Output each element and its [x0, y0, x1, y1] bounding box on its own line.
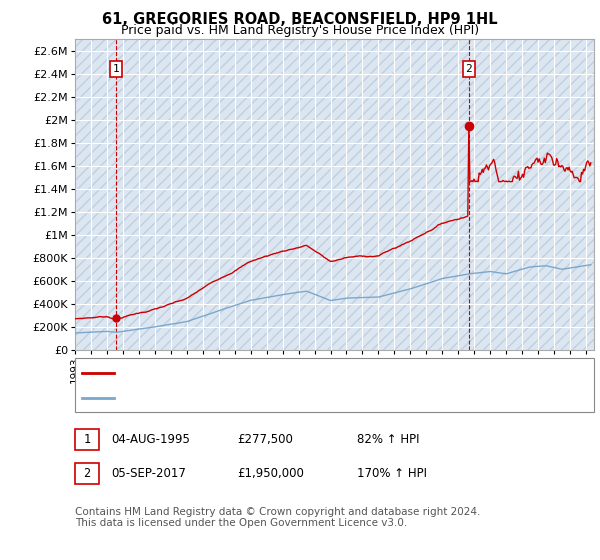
Text: 82% ↑ HPI: 82% ↑ HPI — [357, 433, 419, 446]
Text: 61, GREGORIES ROAD, BEACONSFIELD, HP9 1HL: 61, GREGORIES ROAD, BEACONSFIELD, HP9 1H… — [102, 12, 498, 27]
Text: 2: 2 — [83, 466, 91, 480]
Text: £1,950,000: £1,950,000 — [237, 466, 304, 480]
Text: 1: 1 — [113, 64, 119, 74]
Text: £277,500: £277,500 — [237, 433, 293, 446]
Text: HPI: Average price, detached house, Buckinghamshire: HPI: Average price, detached house, Buck… — [120, 392, 441, 405]
Text: 170% ↑ HPI: 170% ↑ HPI — [357, 466, 427, 480]
Text: 05-SEP-2017: 05-SEP-2017 — [111, 466, 186, 480]
Text: 04-AUG-1995: 04-AUG-1995 — [111, 433, 190, 446]
Text: Contains HM Land Registry data © Crown copyright and database right 2024.
This d: Contains HM Land Registry data © Crown c… — [75, 507, 481, 529]
Text: Price paid vs. HM Land Registry's House Price Index (HPI): Price paid vs. HM Land Registry's House … — [121, 24, 479, 37]
Text: 1: 1 — [83, 433, 91, 446]
Text: 61, GREGORIES ROAD, BEACONSFIELD, HP9 1HL (detached house): 61, GREGORIES ROAD, BEACONSFIELD, HP9 1H… — [120, 367, 512, 380]
Text: 2: 2 — [466, 64, 472, 74]
